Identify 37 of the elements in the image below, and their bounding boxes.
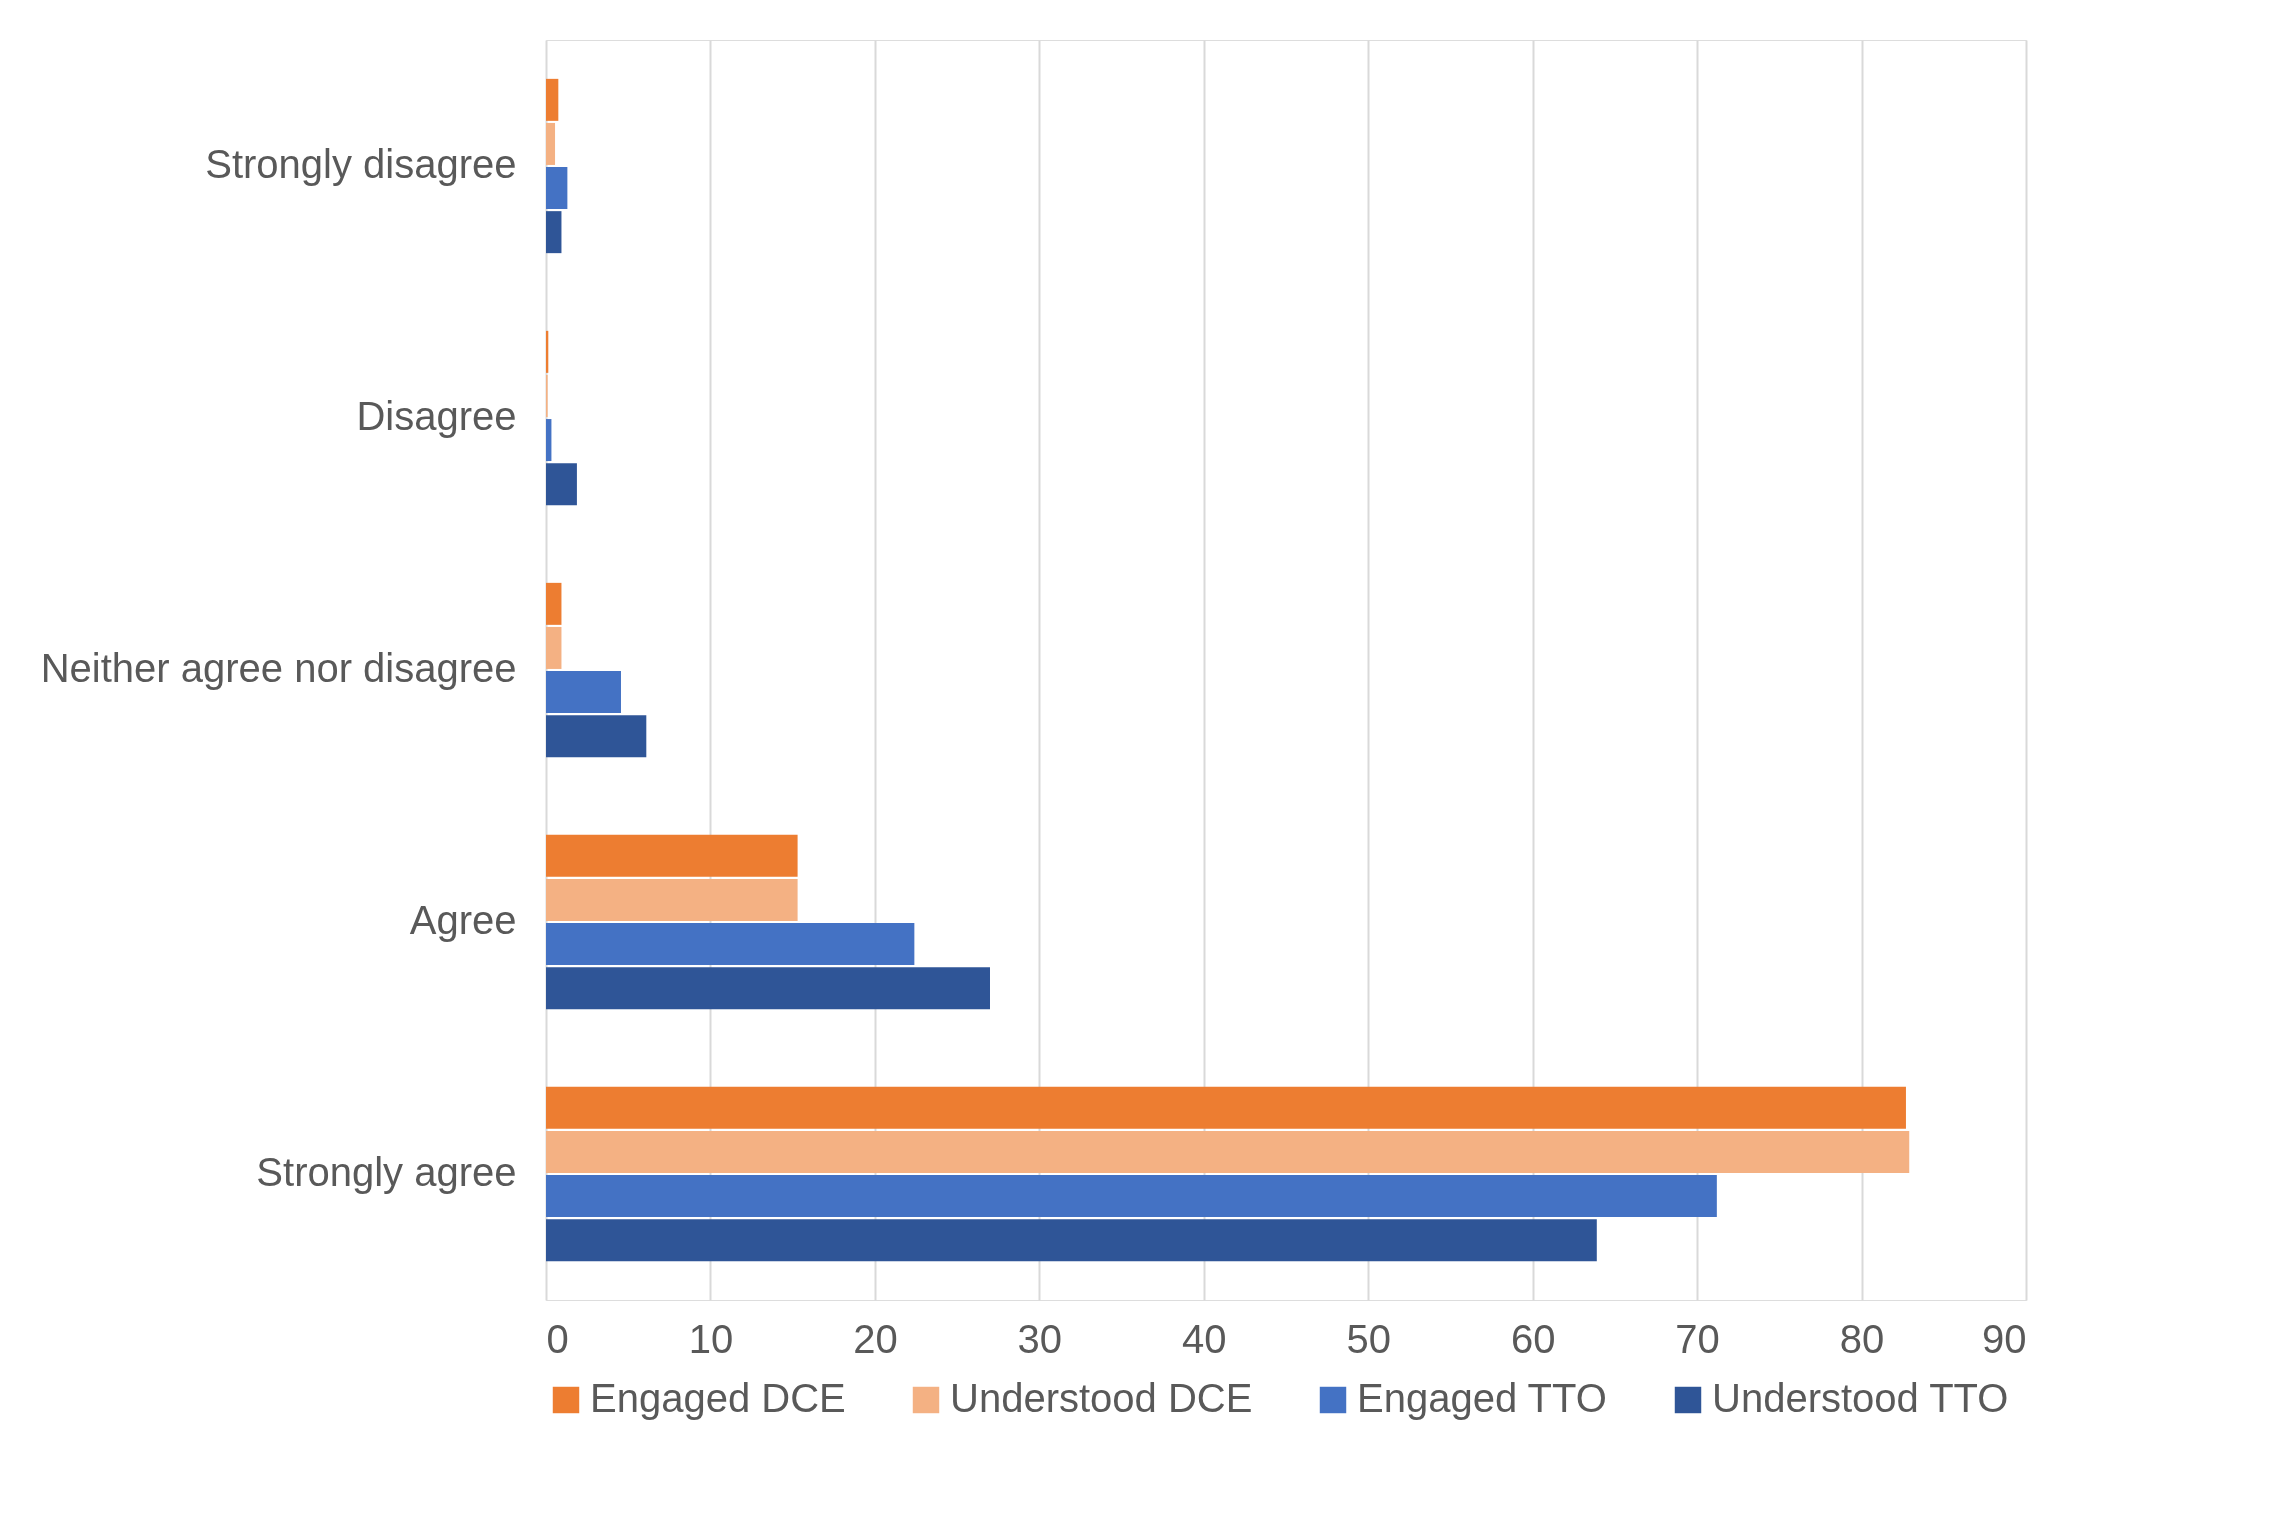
bar: [546, 967, 990, 1010]
bar: [546, 1219, 1597, 1262]
bar: [546, 463, 577, 506]
y-tick-label: Strongly disagree: [205, 142, 517, 186]
x-tick-label: 20: [853, 1316, 898, 1361]
y-tick-label: Disagree: [356, 394, 517, 438]
x-tick-label: 0: [546, 1316, 569, 1361]
bar: [546, 626, 562, 669]
x-tick-label: 40: [1182, 1316, 1227, 1361]
x-tick-label: 10: [688, 1316, 734, 1361]
x-tick-label: 30: [1017, 1316, 1063, 1361]
x-tick-label: 80: [1839, 1316, 1885, 1361]
x-tick-label: 50: [1346, 1316, 1391, 1361]
bar: [546, 1130, 1910, 1173]
bar: [546, 419, 552, 462]
bar: [546, 78, 559, 121]
bar: [546, 834, 798, 877]
x-tick-label: 60: [1510, 1316, 1556, 1361]
legend-label: Engaged DCE: [590, 1376, 846, 1420]
bar: [546, 671, 621, 714]
y-tick-label: Strongly agree: [256, 1150, 517, 1194]
bar: [546, 167, 568, 210]
bar: [546, 1086, 1906, 1129]
legend-label: Understood TTO: [1712, 1376, 2009, 1420]
y-tick-label: Agree: [409, 898, 517, 942]
bar: [546, 582, 562, 625]
bar: [546, 1175, 1717, 1218]
legend-label: Engaged TTO: [1357, 1376, 1607, 1420]
bar: [546, 122, 556, 165]
x-tick-label: 70: [1675, 1316, 1720, 1361]
y-tick-label: Neither agree nor disagree: [40, 646, 517, 690]
bar: [546, 715, 647, 758]
bar: [546, 878, 798, 921]
bar: [546, 923, 915, 966]
x-tick-label: 90: [1982, 1316, 2027, 1361]
legend-label: Understood DCE: [950, 1376, 1253, 1420]
bar: [546, 211, 562, 254]
